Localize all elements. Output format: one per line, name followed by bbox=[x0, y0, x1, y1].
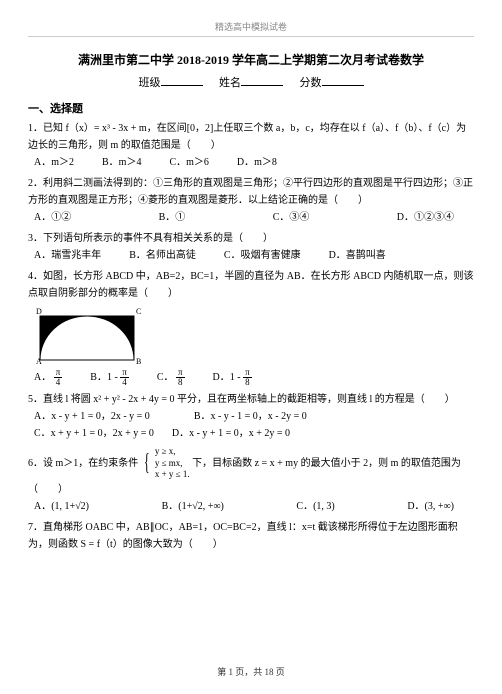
q1-options: A．m＞2 B．m＞4 C．m＞6 D．m＞8 bbox=[34, 154, 474, 171]
question-3: 3．下列语句所表示的事件不具有相关关系的是（ ） A．瑞雪兆丰年 B．名师出高徒… bbox=[28, 230, 474, 264]
q6-options: A．(1, 1+√2) B．(1+√2, +∞) C．(1, 3) D．(3, … bbox=[34, 498, 474, 515]
q3-opt-d: D．喜鹊叫喜 bbox=[329, 247, 386, 264]
q1-opt-a: A．m＞2 bbox=[34, 154, 74, 171]
frac-d: 8 bbox=[176, 378, 185, 387]
q2-text: 2．利用斜二测画法得到的：①三角形的直观图是三角形；②平行四边形的直观图是平行四… bbox=[28, 178, 473, 206]
blank-class bbox=[161, 85, 203, 86]
q6-sys3: x + y ≤ 1. bbox=[155, 469, 190, 479]
subheader-row: 班级 姓名 分数 bbox=[28, 74, 474, 90]
frac-d: 4 bbox=[120, 378, 129, 387]
q6-pre: 6．设 m＞1，在约束条件 bbox=[28, 458, 138, 469]
q2-options: A．①② B．① C．③④ D．①②③④ bbox=[34, 209, 474, 226]
q2-opt-c: C．③④ bbox=[273, 209, 310, 226]
q2-opt-b: B．① bbox=[159, 209, 186, 226]
q4-opt-d: D．1 - π8 bbox=[213, 368, 252, 387]
question-1: 1．已知 f（x）= x³ - 3x + m，在区间[0，2]上任取三个数 a，… bbox=[28, 120, 474, 171]
q3-opt-c: C．吸烟有害健康 bbox=[224, 247, 301, 264]
frac-d: 4 bbox=[54, 378, 63, 387]
label-name: 姓名 bbox=[219, 77, 241, 89]
q4-figure: D C A B bbox=[36, 306, 474, 364]
q5-opt-c: C．x + y + 1 = 0，2x + y = 0 bbox=[34, 425, 154, 442]
q2-opt-a: A．①② bbox=[34, 209, 71, 226]
blank-name bbox=[241, 85, 283, 86]
q4-opt-c: C． π8 bbox=[157, 368, 185, 387]
fig-label-a: A bbox=[36, 357, 42, 364]
fig-label-c: C bbox=[136, 307, 141, 316]
q6-sys2: y ≤ mx, bbox=[155, 458, 183, 468]
q6-system: y ≥ x, y ≤ mx, x + y ≤ 1. bbox=[155, 446, 190, 481]
q5-opt-d: D．x - y + 1 = 0，x + 2y = 0 bbox=[172, 425, 290, 442]
q3-opt-a: A．瑞雪兆丰年 bbox=[34, 247, 101, 264]
brace-icon: { bbox=[144, 453, 150, 475]
q6-opt-c: C．(1, 3) bbox=[296, 498, 334, 515]
q4-c-pre: C． bbox=[157, 372, 174, 383]
q3-opt-b: B．名师出高徒 bbox=[129, 247, 196, 264]
question-2: 2．利用斜二测画法得到的：①三角形的直观图是三角形；②平行四边形的直观图是平行四… bbox=[28, 175, 474, 226]
section-1-heading: 一、选择题 bbox=[28, 100, 474, 116]
frac-d: 8 bbox=[243, 378, 252, 387]
q2-opt-d: D．①②③④ bbox=[397, 209, 454, 226]
q4-d-pre: D．1 - bbox=[213, 372, 241, 383]
label-score: 分数 bbox=[300, 77, 322, 89]
q4-opt-a: A． π4 bbox=[34, 368, 62, 387]
q6-opt-a: A．(1, 1+√2) bbox=[34, 498, 89, 515]
question-4: 4．如图，长方形 ABCD 中，AB=2，BC=1，半圆的直径为 AB．在长方形… bbox=[28, 268, 474, 387]
label-class: 班级 bbox=[139, 77, 161, 89]
page-footer: 第 1 页，共 18 页 bbox=[0, 665, 502, 678]
fig-label-b: B bbox=[136, 357, 141, 364]
q1-opt-d: D．m＞8 bbox=[237, 154, 277, 171]
q6-opt-b: B．(1+√2, +∞) bbox=[162, 498, 224, 515]
q4-a-pre: A． bbox=[34, 372, 51, 383]
q5-text: 5．直线 l 将圆 x² + y² - 2x + 4y = 0 平分，且在两坐标… bbox=[28, 394, 455, 405]
q6-opt-d: D．(3, +∞) bbox=[407, 498, 454, 515]
q4-b-pre: B．1 - bbox=[90, 372, 118, 383]
header-watermark: 精选高中模拟试卷 bbox=[28, 20, 474, 37]
q6-sys1: y ≥ x, bbox=[155, 446, 176, 456]
q4-opt-b: B．1 - π4 bbox=[90, 368, 129, 387]
q5-options-row1: A．x - y + 1 = 0，2x - y = 0 B．x - y - 1 =… bbox=[34, 408, 474, 425]
q5-opt-b: B．x - y - 1 = 0，x - 2y = 0 bbox=[194, 408, 307, 425]
q4-options: A． π4 B．1 - π4 C． π8 D．1 - π8 bbox=[34, 368, 474, 387]
question-5: 5．直线 l 将圆 x² + y² - 2x + 4y = 0 平分，且在两坐标… bbox=[28, 391, 474, 442]
question-7: 7．直角梯形 OABC 中，AB∥OC，AB=1，OC=BC=2，直线 l：x=… bbox=[28, 519, 474, 553]
exam-title: 满洲里市第二中学 2018-2019 学年高二上学期第二次月考试卷数学 bbox=[28, 51, 474, 68]
q5-opt-a: A．x - y + 1 = 0，2x - y = 0 bbox=[34, 408, 150, 425]
fig-label-d: D bbox=[36, 307, 42, 316]
q3-text: 3．下列语句所表示的事件不具有相关关系的是（ ） bbox=[28, 233, 273, 244]
blank-score bbox=[322, 85, 364, 86]
q3-options: A．瑞雪兆丰年 B．名师出高徒 C．吸烟有害健康 D．喜鹊叫喜 bbox=[34, 247, 474, 264]
q1-opt-c: C．m＞6 bbox=[169, 154, 208, 171]
q7-text: 7．直角梯形 OABC 中，AB∥OC，AB=1，OC=BC=2，直线 l：x=… bbox=[28, 522, 458, 550]
q1-text: 1．已知 f（x）= x³ - 3x + m，在区间[0，2]上任取三个数 a，… bbox=[28, 123, 466, 151]
q5-options-row2: C．x + y + 1 = 0，2x + y = 0 D．x - y + 1 =… bbox=[34, 425, 474, 442]
q4-text: 4．如图，长方形 ABCD 中，AB=2，BC=1，半圆的直径为 AB．在长方形… bbox=[28, 271, 473, 299]
q1-opt-b: B．m＞4 bbox=[102, 154, 141, 171]
question-6: 6．设 m＞1，在约束条件 { y ≥ x, y ≤ mx, x + y ≤ 1… bbox=[28, 446, 474, 515]
